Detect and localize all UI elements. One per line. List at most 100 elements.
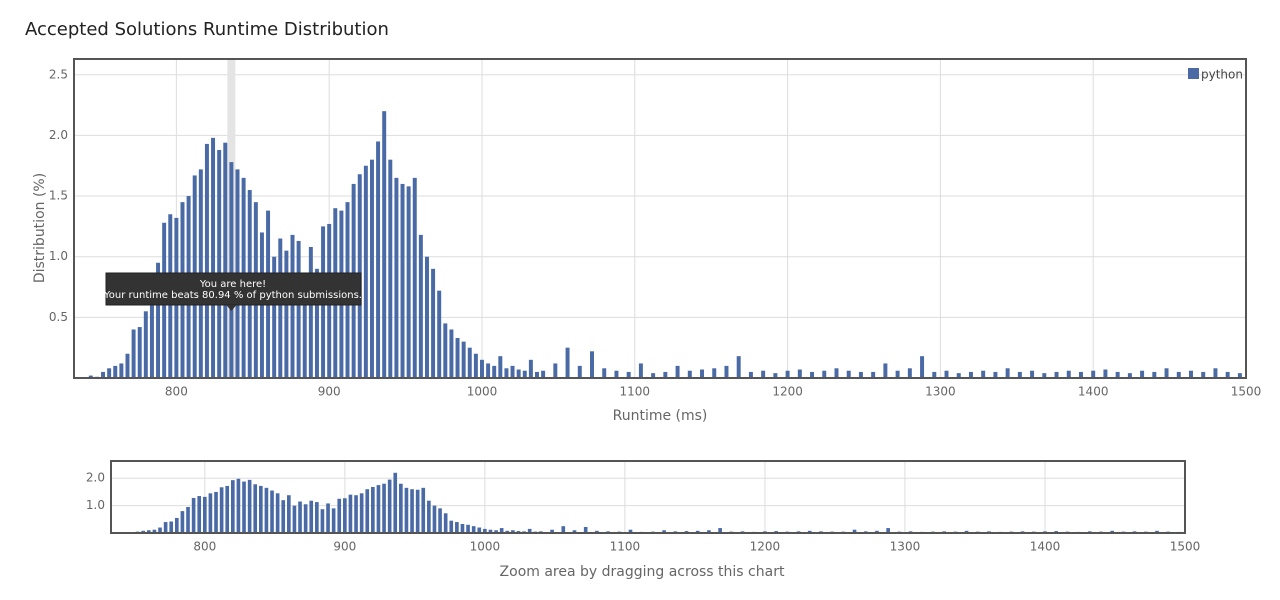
x-tick-label: 1400 — [1030, 540, 1061, 554]
bar — [1103, 370, 1107, 378]
bar — [883, 363, 887, 378]
chart-title: Accepted Solutions Runtime Distribution — [25, 19, 389, 40]
bar — [416, 490, 420, 533]
bar — [981, 371, 985, 378]
tooltip-text: You are here! — [199, 279, 266, 290]
bar — [309, 501, 313, 533]
bar — [419, 235, 423, 378]
bar — [281, 500, 285, 533]
bar — [371, 487, 375, 533]
bar — [468, 348, 472, 378]
bar — [639, 363, 643, 378]
bar — [1165, 368, 1169, 378]
bar — [388, 480, 392, 533]
bar — [217, 150, 221, 378]
bar — [214, 492, 218, 533]
bar — [1189, 371, 1193, 378]
bar — [229, 162, 233, 378]
bar — [332, 508, 336, 533]
x-tick-label: 1500 — [1170, 540, 1201, 554]
bar — [237, 479, 241, 533]
bar — [437, 291, 441, 378]
bar — [399, 484, 403, 533]
bar — [455, 522, 459, 533]
bar — [444, 513, 448, 533]
x-tick-label: 1300 — [925, 385, 956, 399]
bar — [492, 366, 496, 378]
y-axis-label: Distribution (%) — [32, 173, 48, 283]
bar — [377, 485, 381, 533]
x-tick-label: 1000 — [467, 385, 498, 399]
bar — [209, 493, 213, 533]
x-tick-label: 900 — [318, 385, 341, 399]
bar — [1006, 368, 1010, 378]
bar — [427, 501, 431, 533]
y-tick-label: 2.0 — [86, 471, 105, 485]
bar — [449, 521, 453, 533]
bar — [1067, 371, 1071, 378]
bar — [433, 506, 437, 533]
bar — [203, 497, 207, 533]
bar — [466, 525, 470, 533]
tooltip-text: Your runtime beats 80.94 % of python sub… — [103, 290, 362, 301]
bar — [220, 487, 224, 533]
bar — [504, 368, 508, 378]
bar — [511, 366, 515, 378]
bar — [186, 507, 190, 533]
bar — [248, 480, 252, 533]
bar — [265, 488, 269, 533]
bar — [700, 370, 704, 378]
bar — [413, 178, 417, 378]
bar — [541, 371, 545, 378]
y-tick-label: 2.5 — [49, 67, 68, 81]
bar — [365, 489, 369, 533]
bar — [276, 493, 280, 533]
bar — [405, 488, 409, 533]
bar — [376, 141, 380, 378]
bar — [566, 348, 570, 378]
bar — [382, 484, 386, 533]
bar — [388, 160, 392, 378]
bar — [382, 111, 386, 378]
bar — [231, 480, 235, 533]
bar — [590, 351, 594, 378]
bar — [297, 241, 301, 378]
bar — [456, 338, 460, 378]
bar — [253, 484, 257, 533]
bar — [181, 511, 185, 533]
y-tick-label: 1.5 — [49, 189, 68, 203]
bar — [321, 509, 325, 533]
bar — [287, 495, 291, 533]
bar — [474, 354, 478, 378]
bar — [737, 356, 741, 378]
bar — [259, 486, 263, 533]
bar — [278, 239, 282, 378]
bar — [822, 371, 826, 378]
y-tick-label: 1.0 — [49, 249, 68, 263]
bar — [192, 498, 196, 533]
bar — [119, 363, 123, 378]
bar — [125, 354, 129, 378]
bar — [298, 502, 302, 533]
bar — [920, 356, 924, 378]
bar — [284, 251, 288, 378]
bar — [688, 371, 692, 378]
bar — [425, 257, 429, 378]
x-tick-label: 1200 — [772, 385, 803, 399]
bar — [107, 368, 111, 378]
bar — [461, 524, 465, 533]
bar — [908, 368, 912, 378]
y-tick-label: 1.0 — [86, 498, 105, 512]
bar — [443, 323, 447, 378]
bar — [144, 311, 148, 378]
bar — [291, 235, 295, 378]
x-axis-label: Runtime (ms) — [613, 408, 708, 424]
bar — [394, 178, 398, 378]
bar — [578, 366, 582, 378]
bar — [164, 522, 168, 533]
navigator-caption: Zoom area by dragging across this chart — [500, 564, 785, 580]
x-tick-label: 800 — [165, 385, 188, 399]
bar — [270, 491, 274, 533]
bar — [786, 371, 790, 378]
